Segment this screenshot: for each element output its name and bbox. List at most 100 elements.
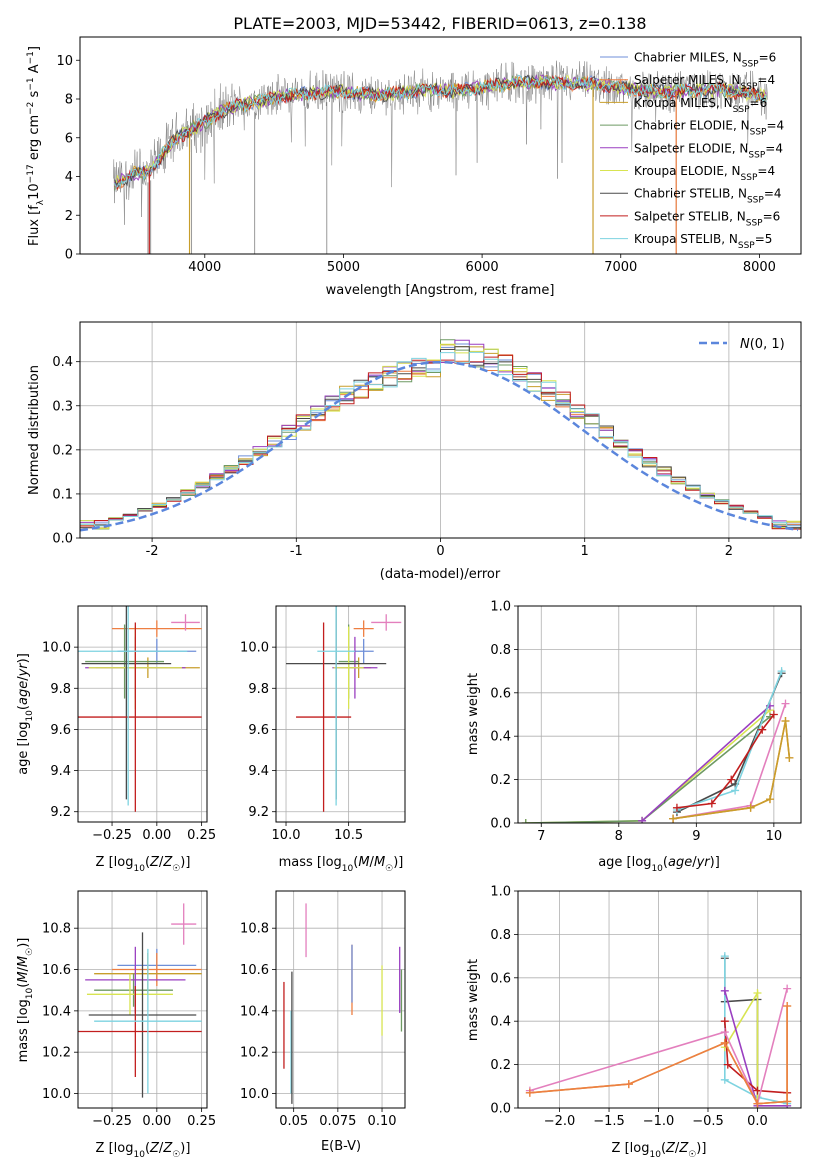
y-axis-label: Flux [fλ10−17 erg cm−2 s−1 A−1] bbox=[26, 46, 46, 246]
weight-line bbox=[525, 709, 771, 823]
y-tick-label: 1.0 bbox=[490, 885, 511, 900]
y-tick-label: 0.8 bbox=[490, 643, 511, 658]
y-tick-label: 9.8 bbox=[50, 682, 71, 697]
y-tick-label: 0.2 bbox=[490, 1058, 511, 1073]
y-axis-label: mass weight bbox=[466, 959, 481, 1041]
y-tick-label: 0.4 bbox=[490, 1015, 511, 1030]
y-tick-label: 2 bbox=[65, 209, 73, 224]
x-tick-label: −1.5 bbox=[593, 1114, 625, 1129]
x-axis-label: wavelength [Angstrom, rest frame] bbox=[326, 283, 555, 298]
x-tick-label: 10.5 bbox=[334, 828, 363, 843]
weight-point-marker bbox=[727, 775, 736, 784]
legend-label: Kroupa ELODIE, NSSP=4 bbox=[634, 164, 775, 183]
y-tick-label: 0.3 bbox=[52, 399, 73, 414]
age-vs-metallicity-panel: −0.25 0.00 0.25 9.2 9.4 9.6 9.8 10.0 Z [log10(Z/… bbox=[16, 605, 216, 874]
weight-line bbox=[672, 720, 791, 820]
weight-line bbox=[676, 670, 783, 811]
y-tick-label: 10.8 bbox=[240, 922, 269, 937]
spectrum-panel: 4000 5000 6000 7000 8000 0 2 4 6 8 10 Chabrier MILE… bbox=[26, 36, 802, 298]
plot-area bbox=[113, 60, 768, 254]
y-tick-label: 10.6 bbox=[42, 963, 71, 978]
weight-point-marker bbox=[521, 819, 530, 823]
residual-histogram-panel: -2 -1 0 1 2 0.0 0.1 0.2 0.3 0.4 N(0, 1) (data-model… bbox=[27, 321, 802, 582]
age-vs-mass-panel: 10.0 10.5 9.2 9.4 9.6 9.8 10.0 mass [log10(M/M☉… bbox=[240, 605, 406, 874]
weight-point-marker bbox=[783, 984, 792, 993]
x-tick-label: 0.0 bbox=[747, 1114, 768, 1129]
y-tick-label: 10.0 bbox=[42, 1087, 71, 1102]
axes-frame bbox=[275, 605, 406, 823]
x-tick-label: 5000 bbox=[327, 260, 360, 275]
y-tick-label: 9.8 bbox=[248, 682, 269, 697]
y-tick-label: 10.4 bbox=[240, 1004, 269, 1019]
y-tick-label: 10.0 bbox=[240, 641, 269, 656]
x-axis-label: (data-model)/error bbox=[380, 567, 501, 582]
x-axis-label: age [log10(age/yr)] bbox=[598, 855, 720, 874]
legend-label: Chabrier MILES, NSSP=6 bbox=[634, 51, 776, 70]
weight-point-marker bbox=[638, 816, 647, 823]
weight-point-marker bbox=[624, 1080, 633, 1089]
weight-line bbox=[525, 716, 771, 823]
weight-point-marker bbox=[783, 1002, 792, 1011]
normal-curve-line bbox=[80, 360, 799, 532]
mass-vs-ebv-panel: 0.05 0.075 0.10 10.0 10.2 10.4 10.6 10.8 E(B-V) bbox=[240, 890, 406, 1154]
plot-area bbox=[80, 339, 801, 532]
mass-vs-metallicity-panel: −0.25 0.00 0.25 10.0 10.2 10.4 10.6 10.8 Z [log1… bbox=[16, 890, 216, 1160]
legend-label: Kroupa STELIB, NSSP=5 bbox=[634, 232, 772, 251]
y-tick-label: 0.6 bbox=[490, 686, 511, 701]
weight-point-marker bbox=[720, 1075, 729, 1084]
x-tick-label: −0.25 bbox=[92, 828, 132, 843]
x-tick-label: -1 bbox=[290, 544, 303, 559]
y-tick-label: 10.8 bbox=[42, 922, 71, 937]
weight-point-marker bbox=[672, 803, 681, 812]
weight-vs-age-panel: 7 8 9 10 0.0 0.2 0.4 0.6 0.8 1.0 age [log10(age/yr… bbox=[466, 600, 802, 874]
weight-point-marker bbox=[758, 725, 767, 734]
y-tick-label: 0.4 bbox=[52, 355, 73, 370]
legend-label: Kroupa MILES, NSSP=6 bbox=[634, 96, 767, 115]
plot-area bbox=[283, 903, 403, 1104]
x-tick-label: −0.25 bbox=[92, 1114, 132, 1129]
axes-frame bbox=[517, 890, 802, 1109]
y-tick-label: 10.2 bbox=[240, 1046, 269, 1061]
weight-point-marker bbox=[753, 1099, 762, 1108]
plot-area bbox=[78, 903, 202, 1098]
x-tick-label: 0 bbox=[436, 544, 444, 559]
weight-point-marker bbox=[525, 1088, 534, 1097]
y-tick-label: 10.0 bbox=[240, 1087, 269, 1102]
x-tick-label: 10 bbox=[766, 829, 783, 844]
y-axis-label: age [log10(age/yr)] bbox=[16, 653, 35, 775]
weight-point-marker bbox=[720, 1017, 729, 1026]
x-tick-label: 0.25 bbox=[187, 1114, 216, 1129]
weight-point-marker bbox=[723, 1060, 732, 1069]
axes-frame bbox=[77, 890, 208, 1109]
x-tick-label: 8000 bbox=[743, 260, 776, 275]
x-tick-label: 0.05 bbox=[279, 1114, 308, 1129]
y-tick-label: 0.0 bbox=[490, 817, 511, 832]
weight-point-marker bbox=[785, 753, 794, 762]
x-tick-label: 8 bbox=[615, 829, 623, 844]
y-tick-label: 1.0 bbox=[490, 600, 511, 615]
y-tick-label: 10.2 bbox=[42, 1046, 71, 1061]
y-tick-label: 9.2 bbox=[50, 805, 71, 820]
y-tick-label: 0 bbox=[65, 248, 73, 263]
model-spectrum-line bbox=[114, 74, 767, 188]
weight-point-marker bbox=[720, 986, 729, 995]
y-tick-label: 4 bbox=[65, 170, 73, 185]
legend-label: Salpeter ELODIE, NSSP=4 bbox=[634, 141, 783, 160]
x-tick-label: 7000 bbox=[604, 260, 637, 275]
y-tick-label: 0.4 bbox=[490, 730, 511, 745]
weight-line bbox=[672, 720, 791, 820]
weight-point-marker bbox=[769, 710, 778, 719]
y-axis-label: Normed distribution bbox=[27, 365, 42, 495]
y-tick-label: 9.4 bbox=[50, 764, 71, 779]
axes-frame bbox=[77, 605, 208, 823]
x-tick-label: −2.0 bbox=[544, 1114, 576, 1129]
x-tick-label: 9 bbox=[692, 829, 700, 844]
y-tick-label: 0.2 bbox=[490, 773, 511, 788]
y-tick-label: 10.4 bbox=[42, 1004, 71, 1019]
weight-point-marker bbox=[746, 803, 755, 812]
x-tick-label: 1 bbox=[581, 544, 589, 559]
y-tick-label: 0.0 bbox=[490, 1102, 511, 1117]
legend-label: Chabrier STELIB, NSSP=4 bbox=[634, 187, 782, 206]
y-tick-label: 0.1 bbox=[52, 487, 73, 502]
